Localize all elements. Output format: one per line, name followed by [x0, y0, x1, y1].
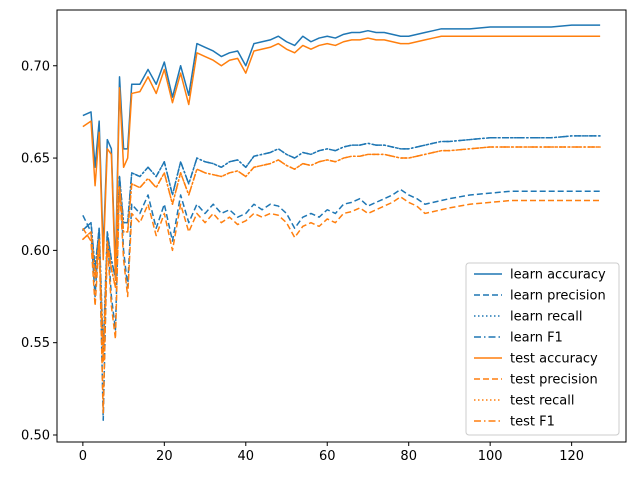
legend: learn accuracy learn precision learn recal… — [465, 262, 620, 436]
axes-frame — [56, 9, 627, 443]
legend-entry: test precision — [510, 373, 598, 388]
y-tick-label: 0.50 — [21, 428, 50, 443]
series-line-3 — [82, 135, 601, 353]
legend-box — [465, 262, 620, 436]
y-tick-label: 0.55 — [21, 336, 50, 351]
series-line-4 — [82, 135, 601, 353]
series-line-1 — [82, 24, 601, 270]
x-tick-label: 0 — [79, 449, 87, 464]
x-axis: 0 20 40 60 80 100 120 — [79, 442, 584, 464]
x-tick-label: 100 — [478, 449, 503, 464]
legend-entry: learn precision — [510, 289, 606, 304]
legend-entry: learn accuracy — [510, 268, 606, 283]
legend-entry: test accuracy — [510, 352, 598, 367]
x-tick-label: 120 — [559, 449, 584, 464]
legend-entry: test recall — [510, 394, 575, 409]
legend-entry: test F1 — [510, 415, 555, 430]
legend-entry: learn recall — [510, 310, 582, 325]
y-tick-label: 0.60 — [21, 244, 50, 259]
series-layer — [82, 24, 601, 421]
x-tick-label: 20 — [156, 449, 173, 464]
series-line-8 — [82, 146, 601, 362]
series-line-2 — [82, 175, 601, 421]
legend-entry: learn F1 — [510, 331, 563, 346]
y-tick-label: 0.65 — [21, 152, 50, 167]
y-axis: 0.50 0.55 0.60 0.65 0.70 — [21, 59, 57, 443]
y-tick-label: 0.70 — [21, 59, 50, 74]
x-tick-label: 40 — [238, 449, 255, 464]
x-tick-label: 80 — [400, 449, 417, 464]
series-line-5 — [82, 35, 601, 279]
x-tick-label: 60 — [319, 449, 336, 464]
series-line-6 — [82, 185, 601, 414]
